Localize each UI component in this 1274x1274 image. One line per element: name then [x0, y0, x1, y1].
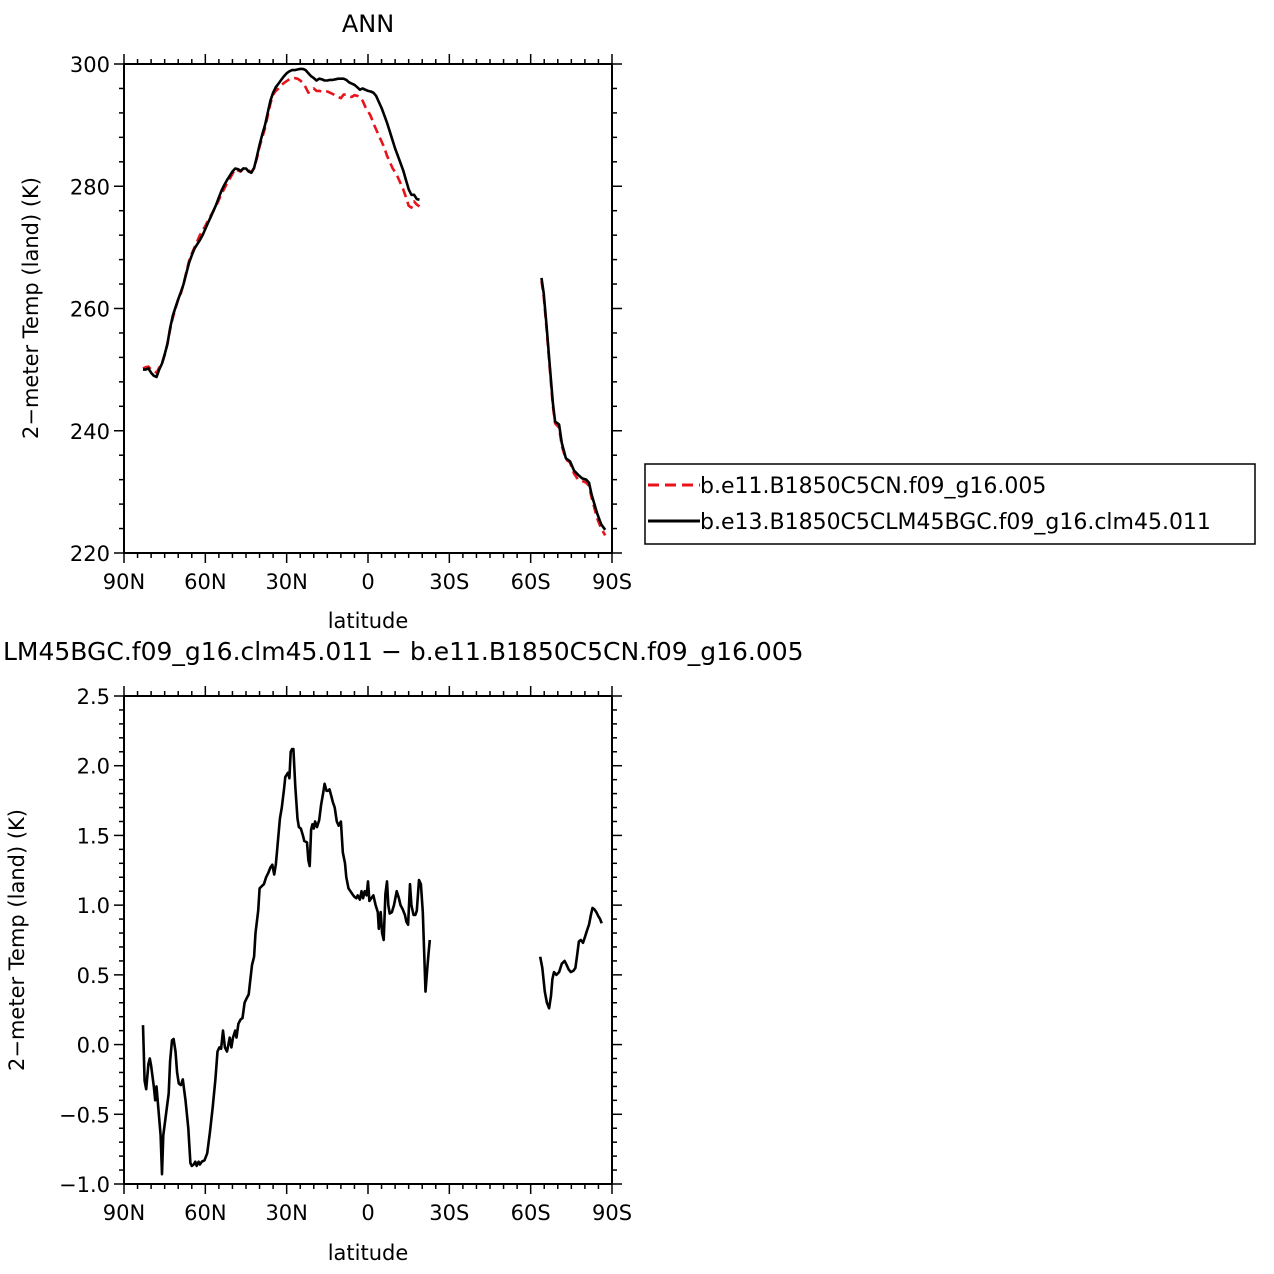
bottom-x-tick-label: 0: [361, 1201, 374, 1225]
bottom-y-tick-label: 1.5: [77, 824, 110, 848]
bottom-y-axis-label: 2−meter Temp (land) (K): [5, 809, 29, 1071]
bottom-x-tick-label: 90N: [103, 1201, 145, 1225]
top-panel: ANN 90N 60N 30N 0 30S 60S 90S 220 240 260 280 300 l…: [19, 10, 632, 633]
bottom-y-tick-label: −1.0: [59, 1173, 110, 1197]
bottom-chart-title: LM45BGC.f09_g16.clm45.011 − b.e11.B1850C…: [3, 637, 804, 666]
bottom-y-tick-label: −0.5: [59, 1103, 110, 1127]
top-x-tick-label: 90N: [103, 570, 145, 594]
top-x-tick-label: 30S: [429, 570, 469, 594]
legend: b.e11.B1850C5CN.f09_g16.005 b.e13.B1850C…: [644, 463, 1256, 545]
top-y-tick-label: 220: [70, 542, 110, 566]
top-y-tick-label: 300: [70, 53, 110, 77]
top-y-tick-label: 280: [70, 175, 110, 199]
top-x-axis-label: latitude: [328, 609, 409, 633]
bottom-plot-area: 90N 60N 30N 0 30S 60S 90S −1.0 −0.5 0.0 0.5 1.0 1.5 2…: [59, 685, 632, 1225]
bottom-x-tick-label: 30S: [429, 1201, 469, 1225]
bottom-panel: LM45BGC.f09_g16.clm45.011 − b.e11.B1850C…: [3, 637, 804, 1265]
bottom-y-tick-label: 1.0: [77, 894, 110, 918]
bottom-y-tick-label: 2.0: [77, 755, 110, 779]
legend-box: [644, 463, 1256, 545]
top-y-tick-label: 260: [70, 298, 110, 322]
top-series-1-line-segment-1: [142, 76, 421, 374]
bottom-y-tick-label: 0.0: [77, 1034, 110, 1058]
top-x-tick-label: 90S: [592, 570, 632, 594]
legend-label-series-2: b.e13.B1850C5CLM45BGC.f09_g16.clm45.011: [700, 510, 1211, 535]
top-series-2-line-segment-2: [540, 277, 607, 531]
bottom-series-1-line-segment-1: [141, 747, 432, 1176]
top-y-tick-label: 240: [70, 420, 110, 444]
bottom-x-axis-label: latitude: [328, 1241, 409, 1265]
top-x-tick-label: 60N: [184, 570, 226, 594]
bottom-x-tick-label: 90S: [592, 1201, 632, 1225]
bottom-y-tick-label: 0.5: [77, 964, 110, 988]
top-x-tick-label: 60S: [511, 570, 551, 594]
bottom-series-1-line-segment-2: [538, 906, 603, 1010]
bottom-frame: [123, 695, 613, 1185]
bottom-x-tick-label: 30N: [265, 1201, 307, 1225]
bottom-y-tick-label: 2.5: [77, 685, 110, 709]
top-x-tick-label: 0: [361, 570, 374, 594]
legend-label-series-1: b.e11.B1850C5CN.f09_g16.005: [700, 474, 1046, 499]
top-chart-title: ANN: [342, 10, 394, 38]
top-x-tick-label: 30N: [265, 570, 307, 594]
top-series-2-line-segment-1: [143, 67, 420, 379]
bottom-x-tick-label: 60S: [511, 1201, 551, 1225]
top-series-1-line-segment-2: [540, 280, 607, 536]
top-plot-area: 90N 60N 30N 0 30S 60S 90S 220 240 260 280 300: [70, 53, 632, 594]
top-frame: [123, 63, 613, 554]
top-y-axis-label: 2−meter Temp (land) (K): [19, 177, 43, 439]
bottom-x-tick-label: 60N: [184, 1201, 226, 1225]
